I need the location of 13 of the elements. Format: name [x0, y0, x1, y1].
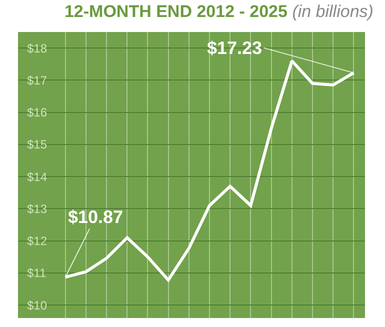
chart-title: 12-MONTH END 2012 - 2025 — [64, 2, 288, 21]
y-tick-label: $14 — [27, 170, 48, 184]
annotation: $17.23 — [207, 38, 262, 58]
y-tick-label: $15 — [27, 138, 48, 152]
y-tick-label: $10 — [27, 298, 48, 312]
y-tick-label: $18 — [27, 41, 48, 56]
y-tick-label: $11 — [27, 266, 46, 280]
y-tick-label: $16 — [27, 106, 48, 120]
chart-subtitle: (in billions) — [292, 2, 374, 21]
y-tick-label: $12 — [27, 234, 48, 248]
y-tick-label: $17 — [27, 73, 48, 88]
y-tick-label: $13 — [27, 202, 48, 216]
annotation: $10.87 — [68, 207, 124, 227]
